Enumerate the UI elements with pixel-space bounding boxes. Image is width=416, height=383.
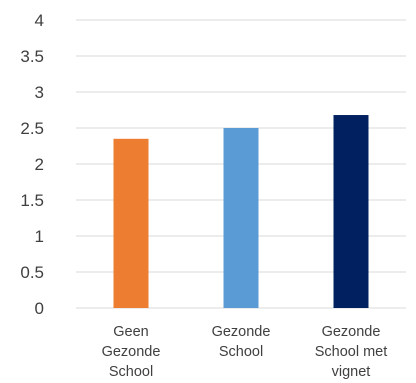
y-tick-label: 3	[35, 83, 44, 102]
y-tick-label: 3.5	[20, 47, 44, 66]
x-tick-label-line: School	[109, 364, 153, 380]
x-tick-label-line: School met	[315, 344, 388, 360]
y-tick-label: 2	[35, 155, 44, 174]
y-tick-label: 0.5	[20, 263, 44, 282]
x-tick-label-line: School	[219, 344, 263, 360]
bars	[113, 115, 369, 308]
bar-1	[113, 138, 149, 308]
y-tick-label: 1.5	[20, 191, 44, 210]
y-tick-label: 2.5	[20, 119, 44, 138]
x-tick-label-line: vignet	[332, 364, 371, 380]
x-tick-label: Geen Gezonde School	[102, 324, 161, 380]
x-tick-label-line: Gezonde	[102, 344, 161, 360]
bar-2	[223, 128, 259, 308]
y-axis-tick-labels: 0 0.5 1 1.5 2 2.5 3 3.5 4	[20, 11, 44, 318]
x-tick-label: Gezonde School	[212, 324, 271, 360]
y-tick-label: 1	[35, 227, 44, 246]
bar-3	[333, 115, 369, 308]
x-tick-label-line: Gezonde	[212, 324, 271, 340]
x-tick-label-line: Geen	[113, 324, 148, 340]
y-tick-label: 4	[35, 11, 44, 30]
y-tick-label: 0	[35, 299, 44, 318]
x-tick-label: Gezonde School met vignet	[315, 324, 388, 380]
x-axis-tick-labels: Geen Gezonde School Gezonde School Gezonde Sch…	[102, 324, 388, 380]
x-tick-label-line: Gezonde	[322, 324, 381, 340]
